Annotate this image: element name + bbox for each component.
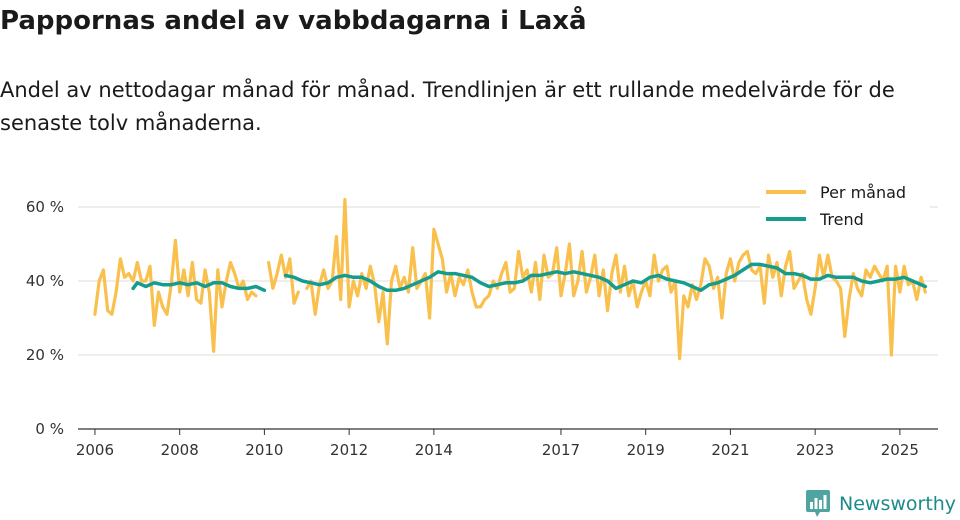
x-tick-label: 2019 [627,441,665,459]
x-tick-label: 2008 [161,441,199,459]
x-tick-label: 2021 [711,441,749,459]
x-tick-label: 2023 [796,441,834,459]
y-tick-label: 60 % [26,198,64,216]
series-line-per-manad [93,198,927,361]
brand-logo: Newsworthy [805,488,956,520]
chart-title: Pappornas andel av vabbdagarna i Laxå [0,6,587,36]
y-tick-label: 20 % [26,346,64,364]
bar-chart-logo-icon [806,490,830,517]
x-tick-label: 2006 [76,441,114,459]
x-tick-label: 2012 [330,441,368,459]
legend-label-1: Per månad [820,183,906,202]
brand-name: Newsworthy [839,493,957,515]
x-tick-label: 2010 [245,441,283,459]
y-tick-label: 40 % [26,272,64,290]
x-tick-label: 2014 [415,441,453,459]
y-tick-label: 0 % [35,420,64,438]
series-line-trend [131,262,928,293]
legend-background [760,178,930,236]
legend-label-2: Trend [819,210,864,229]
x-tick-label: 2017 [542,441,580,459]
line-chart: 0 % 20 % 40 % 60 % 2006 2008 2010 2012 2014 2017 2… [26,178,938,459]
chart-subtitle: Andel av nettodagar månad för månad. Tre… [0,78,895,135]
x-tick-label: 2025 [881,441,919,459]
